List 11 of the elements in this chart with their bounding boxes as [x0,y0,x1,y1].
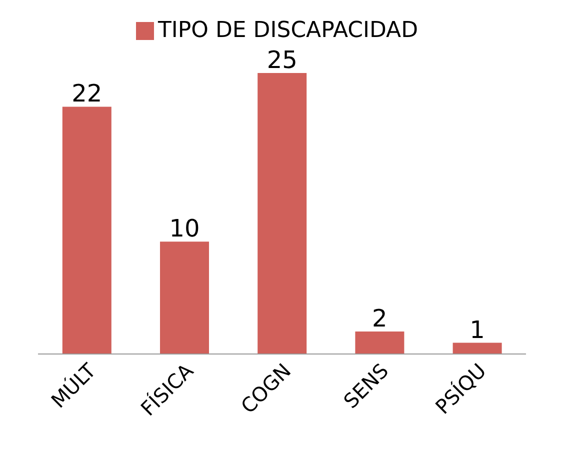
bar [258,73,307,354]
data-label: 2 [372,304,388,333]
data-label: 10 [169,214,200,243]
data-label: 25 [266,46,298,74]
data-label: 22 [72,80,102,108]
data-label: 1 [470,316,485,344]
bar [62,106,112,354]
legend-label: TIPO DE DISCAPACIDAD [158,18,418,43]
bar [355,332,404,354]
bar [160,242,209,354]
bar [452,342,502,354]
